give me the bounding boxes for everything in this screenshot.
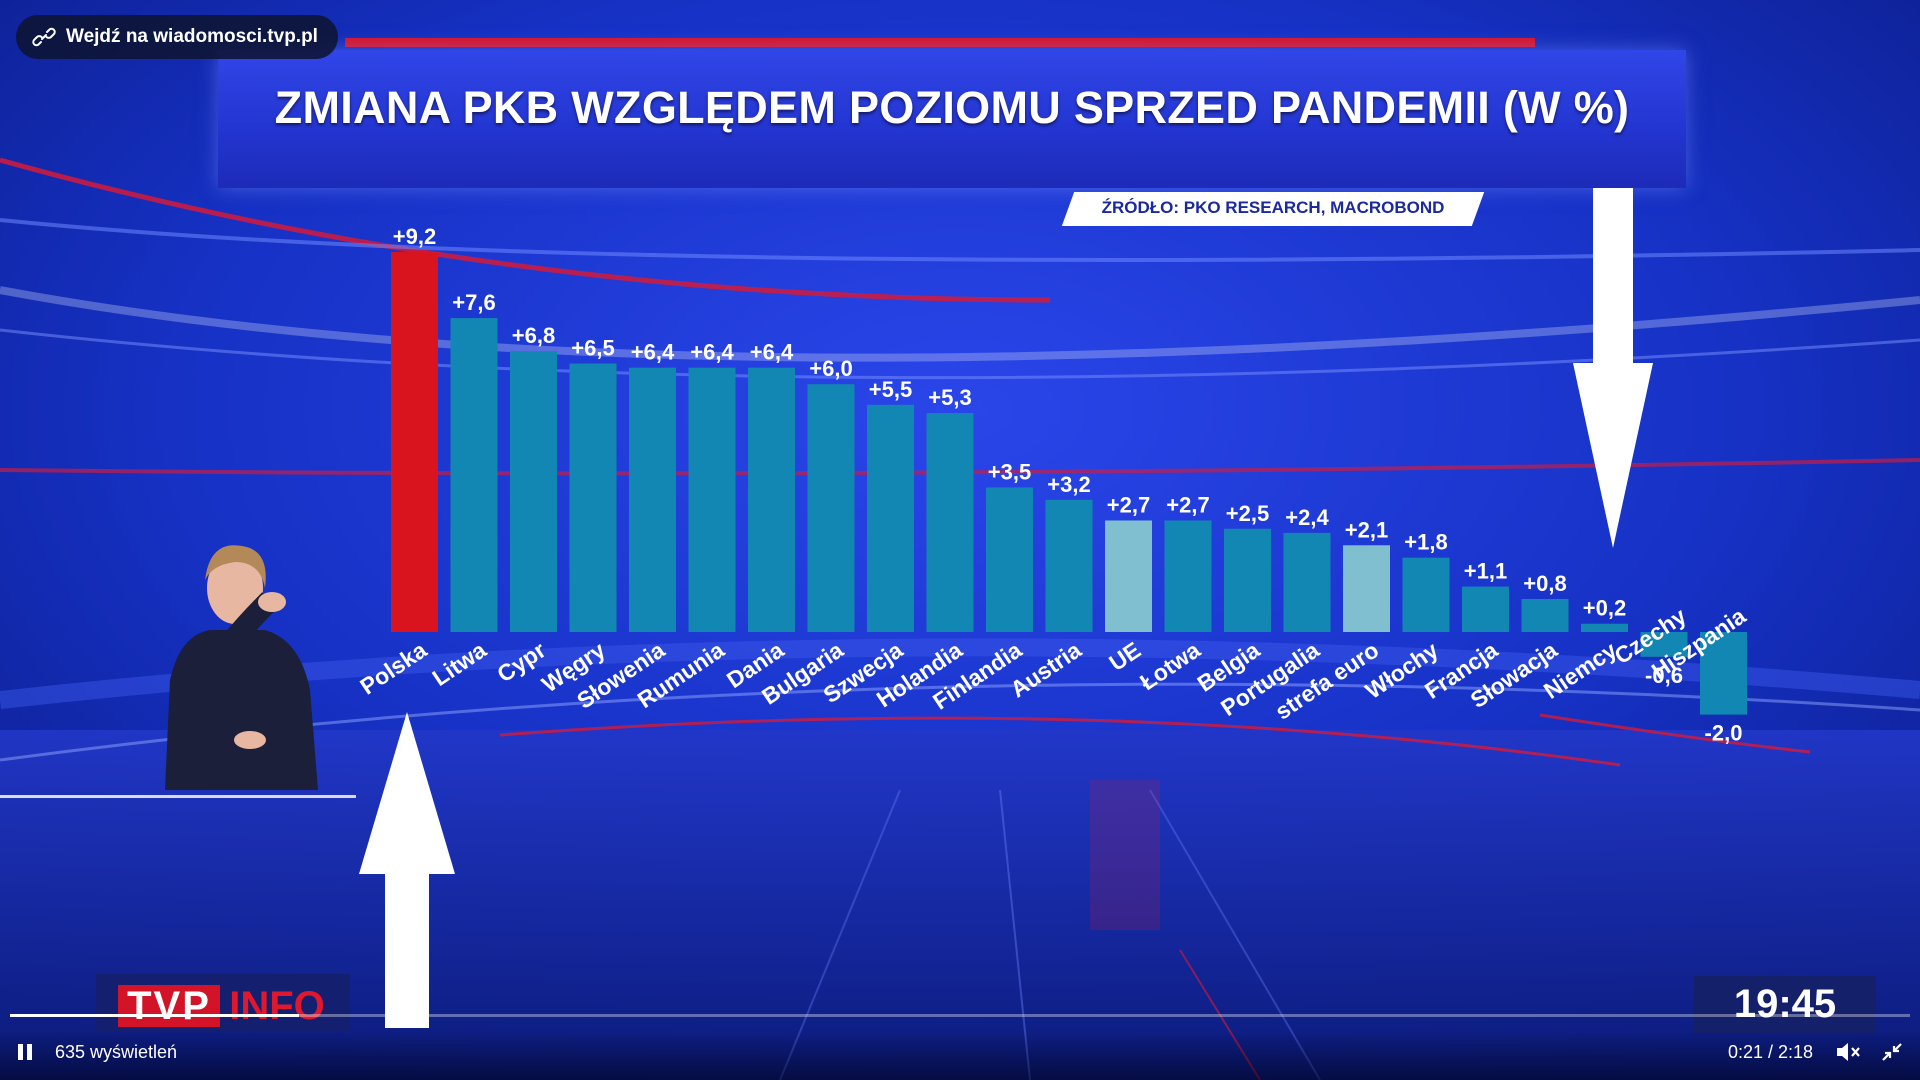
progress-bar[interactable] xyxy=(10,1014,1910,1017)
bar-portugalia xyxy=(1283,532,1331,632)
value-label-włochy: +1,8 xyxy=(1404,530,1447,555)
visit-site-label: Wejdź na wiadomosci.tvp.pl xyxy=(66,26,318,47)
value-label-słowacja: +0,8 xyxy=(1523,571,1566,596)
value-label-rumunia: +6,4 xyxy=(690,340,734,365)
broadcast-clock: 19:45 xyxy=(1733,982,1837,1026)
value-label-austria: +3,2 xyxy=(1047,472,1090,497)
value-label-łotwa: +2,7 xyxy=(1166,492,1209,517)
category-label-łotwa: Łotwa xyxy=(1135,636,1205,695)
bar-węgry xyxy=(569,363,617,632)
bar-słowacja xyxy=(1521,598,1569,632)
category-label-polska: Polska xyxy=(355,636,431,699)
logo-info-text: INFO xyxy=(229,984,325,1028)
value-label-niemcy: +0,2 xyxy=(1583,596,1626,621)
progress-bar-played xyxy=(10,1014,299,1017)
value-label-hiszpania: -2,0 xyxy=(1705,721,1743,746)
view-count: 635 wyświetleń xyxy=(55,1042,178,1062)
bar-belgia xyxy=(1224,528,1271,632)
bar-finlandia xyxy=(986,487,1033,632)
bar-strefa-euro xyxy=(1343,545,1390,632)
value-label-czechy: -0,6 xyxy=(1645,663,1683,688)
bar-włochy xyxy=(1402,557,1450,632)
link-icon xyxy=(32,27,56,47)
value-label-węgry: +6,5 xyxy=(571,336,614,361)
bar-łotwa xyxy=(1164,520,1212,632)
value-label-holandia: +5,3 xyxy=(928,385,971,410)
value-label-słowenia: +6,4 xyxy=(631,340,675,365)
clock-box xyxy=(1694,976,1876,1034)
playback-time: 0:21 / 2:18 xyxy=(1728,1042,1814,1062)
pause-icon[interactable] xyxy=(14,1041,36,1063)
value-label-belgia: +2,5 xyxy=(1226,501,1269,526)
bar-francja xyxy=(1462,586,1509,632)
bar-hiszpania xyxy=(1700,632,1747,715)
category-label-litwa: Litwa xyxy=(428,636,491,691)
bar-niemcy xyxy=(1581,623,1628,632)
bar-litwa xyxy=(450,318,498,632)
player-controls xyxy=(0,1030,1920,1080)
value-label-strefa-euro: +2,1 xyxy=(1345,517,1388,542)
bar-bulgaria xyxy=(807,384,855,632)
interpreter-divider xyxy=(0,795,356,798)
bar-cypr xyxy=(510,351,557,632)
value-label-bulgaria: +6,0 xyxy=(809,356,852,381)
bar-austria xyxy=(1045,499,1093,632)
bar-czechy xyxy=(1640,632,1688,657)
sign-language-interpreter xyxy=(165,545,318,790)
mute-icon[interactable] xyxy=(1835,1040,1861,1064)
value-label-ue: +2,7 xyxy=(1107,492,1150,517)
chart-title: ZMIANA PKB WZGLĘDEM POZIOMU SPRZED PANDE… xyxy=(274,82,1630,133)
title-band xyxy=(218,50,1686,188)
value-label-francja: +1,1 xyxy=(1464,559,1507,584)
arrow-down-annotation xyxy=(1573,188,1653,548)
source-label: ŹRÓDŁO: PKO RESEARCH, MACROBOND xyxy=(1101,198,1445,217)
bar-szwecja xyxy=(867,404,914,632)
value-label-polska: +9,2 xyxy=(393,224,436,249)
value-label-cypr: +6,8 xyxy=(512,323,555,348)
value-label-portugalia: +2,4 xyxy=(1285,505,1329,530)
logo-red-block xyxy=(118,985,220,1027)
bar-ue xyxy=(1105,520,1152,632)
value-label-szwecja: +5,5 xyxy=(869,377,912,402)
logo-tvp-text: TVP xyxy=(127,984,211,1028)
bar-dania xyxy=(748,367,795,632)
bar-słowenia xyxy=(629,367,676,632)
value-label-finlandia: +3,5 xyxy=(988,459,1031,484)
bar-rumunia xyxy=(688,367,736,632)
visit-site-link[interactable]: Wejdź na wiadomosci.tvp.pl xyxy=(16,15,338,59)
bar-polska xyxy=(391,252,438,633)
value-label-litwa: +7,6 xyxy=(452,290,495,315)
bar-holandia xyxy=(926,413,974,632)
arrow-up-annotation xyxy=(359,712,455,1028)
value-label-dania: +6,4 xyxy=(750,340,794,365)
title-accent-line xyxy=(345,38,1535,47)
exit-fullscreen-icon[interactable] xyxy=(1879,1040,1905,1064)
